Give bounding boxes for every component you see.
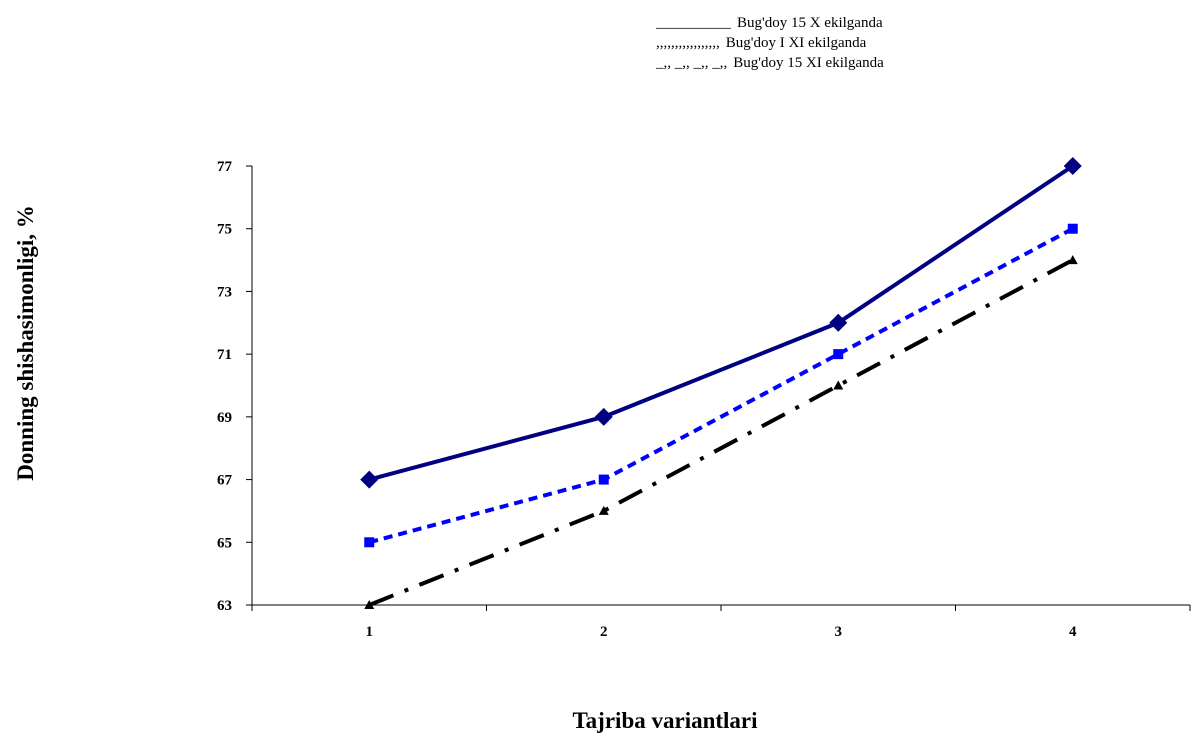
legend-entry: _,, _,, _,, _,, Bug'doy 15 XI ekilganda bbox=[655, 55, 884, 71]
legend-entry: ,,,,,,,,,,,,,,,,, Bug'doy I XI ekilganda bbox=[656, 35, 867, 51]
y-tick-label: 71 bbox=[217, 347, 232, 363]
legend: __________ Bug'doy 15 X ekilganda,,,,,,,,… bbox=[655, 15, 884, 71]
y-tick-label: 69 bbox=[217, 410, 232, 426]
data-point bbox=[364, 537, 375, 548]
x-tick-label: 3 bbox=[835, 624, 843, 640]
x-axis-title: Tajriba variantlari bbox=[572, 708, 758, 733]
data-point bbox=[1063, 157, 1082, 175]
data-point bbox=[594, 407, 613, 426]
legend-marker: ,,,,,,,,,,,,,,,,, bbox=[656, 35, 720, 51]
series-line bbox=[368, 258, 1074, 607]
y-tick-label: 67 bbox=[217, 473, 233, 489]
data-point bbox=[598, 505, 609, 515]
y-tick-label: 75 bbox=[217, 222, 232, 238]
y-tick-label: 73 bbox=[217, 284, 232, 300]
x-tick-label: 2 bbox=[600, 624, 608, 640]
series-2 bbox=[364, 223, 1078, 548]
legend-label: Bug'doy 15 X ekilganda bbox=[737, 15, 883, 31]
data-point bbox=[833, 349, 844, 360]
y-tick-label: 65 bbox=[217, 535, 232, 551]
legend-label: Bug'doy I XI ekilganda bbox=[726, 35, 867, 51]
series-3 bbox=[364, 255, 1078, 609]
data-point bbox=[598, 474, 609, 485]
x-axis: 1 2 3 4 bbox=[251, 604, 1191, 640]
data-point bbox=[364, 600, 375, 609]
y-tick-label: 77 bbox=[217, 159, 233, 175]
series-line bbox=[368, 164, 1074, 482]
legend-label: Bug'doy 15 XI ekilganda bbox=[733, 55, 884, 71]
legend-marker: __________ bbox=[655, 15, 732, 31]
legend-marker: _,, _,, _,, _,, bbox=[655, 55, 727, 71]
x-tick-label: 4 bbox=[1069, 624, 1077, 640]
y-tick-label: 63 bbox=[217, 598, 232, 614]
data-point bbox=[360, 470, 379, 489]
data-point bbox=[1067, 223, 1078, 234]
data-point bbox=[829, 313, 848, 332]
data-point bbox=[833, 380, 844, 390]
data-point bbox=[1067, 255, 1078, 265]
legend-entry: __________ Bug'doy 15 X ekilganda bbox=[655, 15, 883, 31]
series-1 bbox=[360, 157, 1082, 489]
x-tick-label: 1 bbox=[366, 624, 374, 640]
y-axis: 63 65 67 69 71 73 75 77 bbox=[217, 159, 253, 614]
y-axis-title: Donning shishasimonligi, % bbox=[13, 205, 38, 480]
series-layer bbox=[360, 157, 1082, 609]
series-line bbox=[368, 226, 1074, 545]
